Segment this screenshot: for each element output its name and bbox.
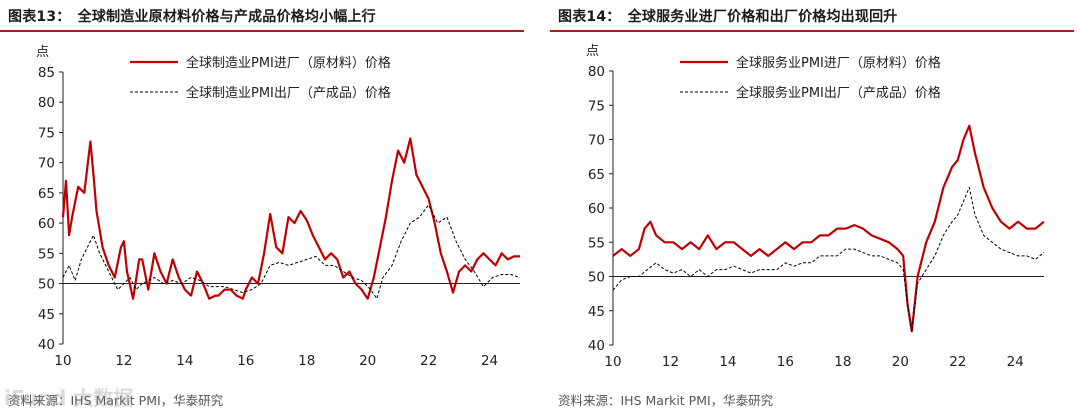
source-note: 资料来源：IHS Markit PMI，华泰研究 [558,393,774,408]
y-tick-label: 75 [38,125,55,141]
title-divider [0,30,524,32]
series-output-price-line [612,187,1045,332]
y-tick-label: 85 [38,65,55,81]
x-tick-label: 22 [949,354,966,370]
chart-title: 图表13： 全球制造业原材料价格与产成品价格均小幅上行 [8,9,376,25]
x-tick-label: 18 [834,354,851,370]
chart-panel-services: 图表14： 全球服务业进厂价格和出厂价格均出现回升 点 40 45 50 55 60 65 7… [550,0,1074,415]
series-output-price-line [62,204,521,300]
y-tick-label: 55 [38,246,55,262]
x-tick-label: 14 [176,353,193,369]
y-tick-label: 75 [588,98,605,114]
x-tick-label: 22 [420,353,437,369]
x-tick-label: 24 [481,353,498,369]
y-tick-label: 65 [38,186,55,202]
x-tick-label: 10 [54,353,71,369]
chart-title: 图表14： 全球服务业进厂价格和出厂价格均出现回升 [558,9,898,25]
x-tick-label: 20 [359,353,376,369]
series-input-price-line [612,124,1045,333]
y-tick-label: 40 [588,338,605,354]
chart-panel-manufacturing: 图表13： 全球制造业原材料价格与产成品价格均小幅上行 点 40 45 50 55 60 6… [0,0,524,415]
x-tick-label: 12 [115,353,132,369]
y-tick-label: 40 [38,337,55,353]
legend-label: 全球服务业PMI出厂（产成品）价格 [736,85,941,101]
x-tick-label: 24 [1007,354,1024,370]
y-tick-label: 70 [38,156,55,172]
title-divider [550,30,1074,32]
y-tick-label: 60 [588,201,605,217]
y-axis-label: 点 [36,45,49,60]
line-chart-manufacturing-prices: 点 40 45 50 55 60 65 70 75 80 85 10 12 14 16 18 20 22 24 全球制… [36,45,521,369]
x-tick-label: 20 [892,354,909,370]
watermark-logo: iFund 大数据 [4,386,134,410]
series-input-price-line [61,137,520,300]
y-tick-label: 80 [588,64,605,80]
y-tick-label: 70 [588,133,605,149]
y-tick-label: 45 [588,304,605,320]
x-tick-label: 16 [237,353,254,369]
x-tick-label: 14 [719,354,736,370]
y-tick-label: 50 [38,277,55,293]
y-tick-label: 45 [38,307,55,323]
x-tick-label: 12 [662,354,679,370]
y-tick-label: 65 [588,167,605,183]
y-tick-label: 55 [588,235,605,251]
x-tick-label: 18 [298,353,315,369]
y-axis-label: 点 [586,44,599,59]
legend-label: 全球制造业PMI进厂（原材料）价格 [186,55,391,71]
x-tick-label: 10 [604,354,621,370]
y-tick-label: 80 [38,95,55,111]
source-note: 资料来源：IHS Markit PMI，华泰研究 [8,393,224,408]
y-tick-label: 60 [38,216,55,232]
y-tick-label: 50 [588,270,605,286]
line-chart-services-prices: 点 40 45 50 55 60 65 70 75 80 10 12 14 16 18 20 22 24 全球服务业… [586,44,1045,370]
x-tick-label: 16 [777,354,794,370]
legend-label: 全球制造业PMI出厂（产成品）价格 [186,85,391,101]
legend-label: 全球服务业PMI进厂（原材料）价格 [736,55,941,71]
